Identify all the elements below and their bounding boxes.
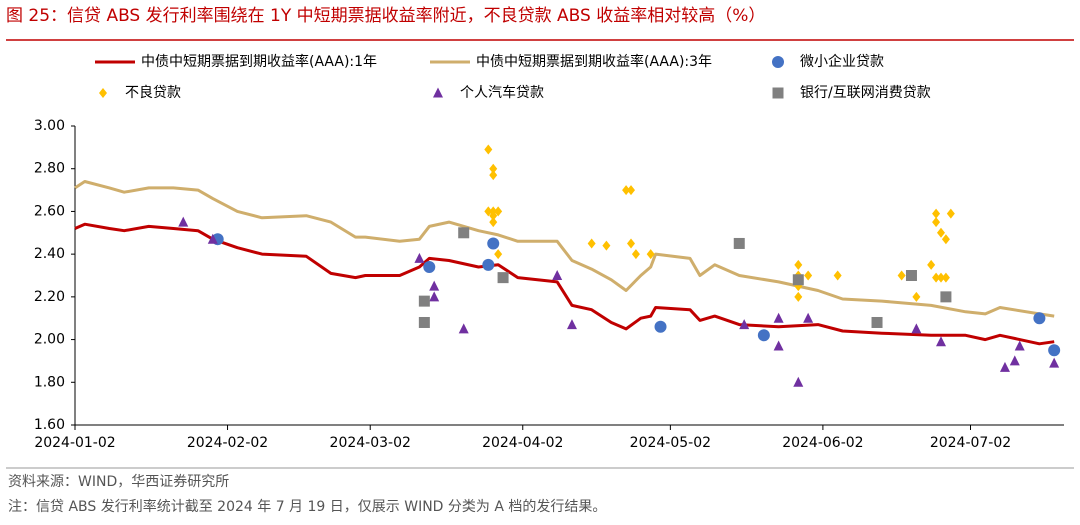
point: [733, 237, 745, 249]
point: [418, 316, 430, 328]
point: [489, 210, 498, 221]
point: [911, 323, 922, 334]
legend-swatch: [772, 87, 784, 99]
point: [927, 259, 936, 270]
point: [484, 206, 493, 217]
point: [946, 208, 955, 219]
point: [482, 258, 495, 271]
point: [587, 238, 596, 249]
source: 资料来源：WIND，华西证券研究所: [8, 474, 229, 490]
x-tick-label: 2024-06-02: [782, 435, 863, 451]
point: [739, 319, 750, 330]
point: [940, 291, 952, 303]
point: [794, 291, 803, 302]
point: [1048, 344, 1061, 357]
point: [627, 185, 636, 196]
x-tick-label: 2024-01-02: [34, 435, 115, 451]
y-tick-label: 3.00: [34, 118, 65, 134]
point: [494, 249, 503, 260]
point: [178, 216, 189, 227]
point: [871, 316, 883, 328]
point: [794, 259, 803, 270]
x-tick-label: 2024-07-02: [930, 435, 1011, 451]
point: [429, 280, 440, 291]
point: [414, 252, 425, 263]
point: [622, 185, 631, 196]
legend-swatch: [433, 87, 443, 98]
point: [793, 376, 804, 387]
point: [773, 312, 784, 323]
point: [897, 270, 906, 281]
point: [489, 170, 498, 181]
x-tick-label: 2024-05-02: [630, 435, 711, 451]
point: [207, 233, 218, 244]
legend-label: 不良贷款: [125, 85, 181, 101]
chart-title: 图 25：信贷 ABS 发行利率围绕在 1Y 中短期票据收益率附近，不良贷款 A…: [6, 6, 765, 26]
y-tick-label: 2.60: [34, 203, 65, 219]
point: [602, 240, 611, 251]
point: [932, 217, 941, 228]
y-tick-label: 2.40: [34, 246, 65, 262]
point: [423, 260, 436, 273]
legend-label: 微小企业贷款: [800, 53, 884, 70]
legend-label: 个人汽车贷款: [460, 84, 544, 101]
point: [418, 295, 430, 307]
legend-label: 中债中短期票据到期收益率(AAA):3年: [476, 53, 712, 70]
point: [833, 270, 842, 281]
point: [552, 270, 563, 280]
point: [458, 227, 470, 239]
point: [494, 206, 503, 217]
point: [646, 249, 655, 260]
point: [1033, 312, 1046, 325]
point: [1014, 340, 1025, 351]
point: [489, 163, 498, 174]
point: [631, 249, 640, 260]
y-tick-label: 2.20: [34, 289, 65, 305]
legend-label: 中债中短期票据到期收益率(AAA):1年: [141, 53, 377, 70]
point: [932, 208, 941, 219]
y-tick-label: 2.00: [34, 332, 65, 348]
x-tick-label: 2024-02-02: [187, 435, 268, 451]
point: [484, 144, 493, 155]
y-tick-label: 2.80: [34, 161, 65, 177]
point: [792, 274, 804, 286]
point: [804, 270, 813, 281]
legend-label: 银行/互联网消费贷款: [800, 85, 931, 101]
point: [458, 323, 469, 334]
point: [941, 234, 950, 245]
point: [936, 227, 945, 238]
point: [757, 329, 770, 342]
legend-swatch: [772, 56, 784, 68]
point: [429, 291, 440, 302]
y-tick-label: 1.60: [34, 417, 65, 433]
point: [1009, 355, 1020, 366]
point: [654, 320, 667, 333]
line: [74, 180, 1055, 318]
legend-swatch: [99, 88, 107, 98]
x-tick-label: 2024-03-02: [330, 435, 411, 451]
point: [487, 237, 500, 250]
point: [773, 340, 784, 351]
point: [935, 336, 946, 347]
point: [489, 217, 498, 228]
note: 注：信贷 ABS 发行利率统计截至 2024 年 7 月 19 日，仅展示 WI…: [8, 498, 606, 515]
point: [999, 361, 1010, 372]
point: [936, 272, 945, 283]
x-tick-label: 2024-04-02: [482, 435, 563, 451]
point: [1049, 357, 1060, 368]
point: [497, 272, 509, 284]
point: [803, 312, 814, 323]
point: [905, 270, 917, 281]
point: [627, 238, 636, 249]
y-tick-label: 1.80: [34, 374, 65, 390]
point: [912, 291, 921, 302]
point: [566, 319, 577, 330]
point: [941, 272, 950, 283]
point: [932, 272, 941, 283]
